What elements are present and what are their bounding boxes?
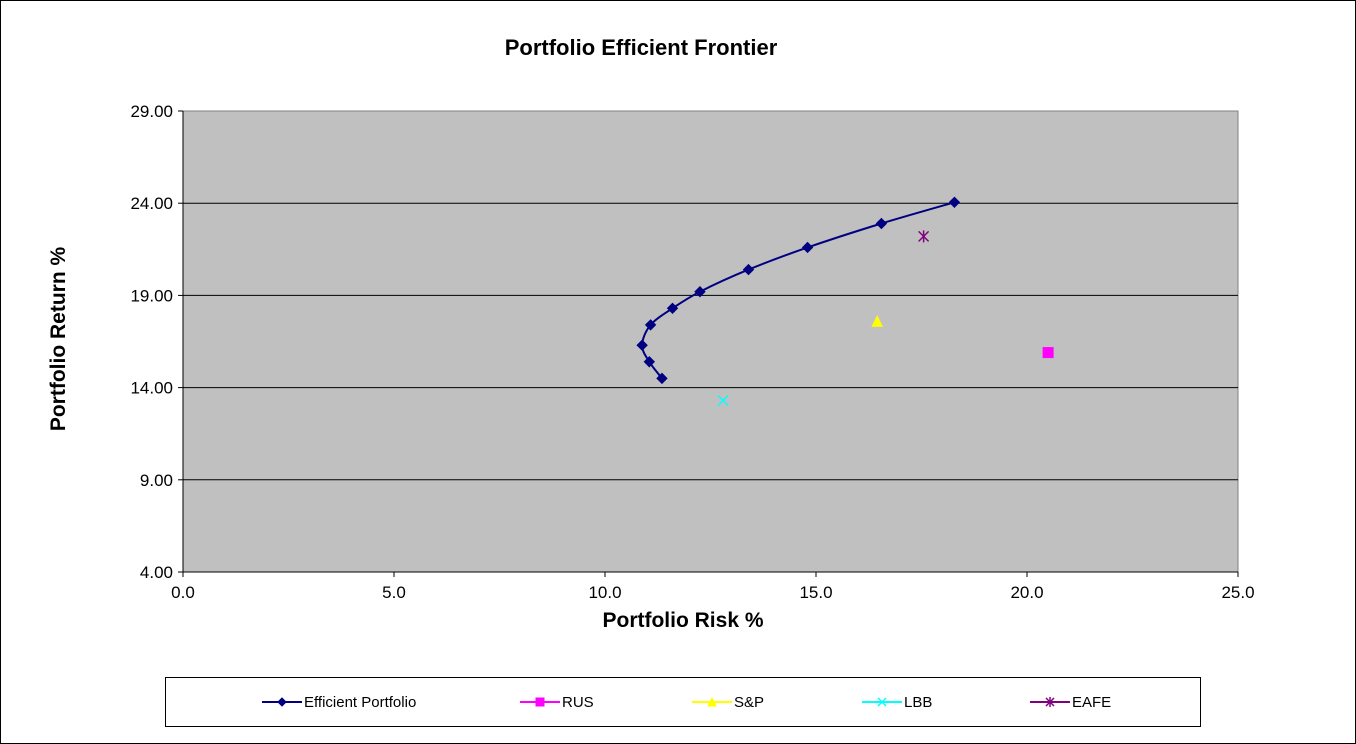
x-tick-label: 25.0 xyxy=(1221,583,1254,602)
data-point-efficient-portfolio xyxy=(656,372,668,385)
data-point-efficient-portfolio xyxy=(948,196,961,208)
legend-swatch-marker xyxy=(1045,697,1055,707)
data-point-rus xyxy=(1042,347,1054,359)
data-point-efficient-portfolio xyxy=(875,217,888,230)
legend-swatch-efficient-portfolio xyxy=(262,697,302,707)
legend-item-lbb: LBB xyxy=(862,678,932,726)
legend-swatch-marker xyxy=(877,697,887,707)
series-efficient-portfolio xyxy=(636,196,961,385)
legend-swatch-rus xyxy=(520,697,560,707)
legend-label: EAFE xyxy=(1072,693,1112,711)
plot-background xyxy=(182,110,1239,573)
data-point-efficient-portfolio xyxy=(636,339,648,351)
legend-item-s-p: S&P xyxy=(692,678,764,726)
legend-swatch-eafe xyxy=(1030,697,1070,707)
marker-stroke xyxy=(717,394,729,407)
y-tick-label: 14.00 xyxy=(130,379,173,398)
y-tick-label: 24.00 xyxy=(130,194,173,213)
series-eafe xyxy=(918,230,930,243)
x-tick-label: 10.0 xyxy=(588,583,621,602)
legend-item-eafe: EAFE xyxy=(1030,678,1111,726)
y-tick-label: 4.00 xyxy=(140,563,173,582)
x-tick-label: 0.0 xyxy=(171,583,195,602)
marker-stroke xyxy=(877,697,887,707)
legend-swatch-lbb xyxy=(862,697,902,707)
data-point-efficient-portfolio xyxy=(694,286,706,298)
legend-label: RUS xyxy=(562,693,594,711)
series-rus xyxy=(1042,347,1054,359)
legend-item-rus: RUS xyxy=(520,678,594,726)
series-lbb xyxy=(717,394,729,407)
data-point-efficient-portfolio xyxy=(666,302,679,315)
y-tick-label: 19.00 xyxy=(130,286,173,305)
data-point-efficient-portfolio xyxy=(644,319,657,331)
data-point-s-p xyxy=(871,315,883,327)
chart-legend: Efficient Portfolio RUS S&P LBB EAFE xyxy=(165,677,1201,727)
data-point-efficient-portfolio xyxy=(643,356,656,368)
legend-label: S&P xyxy=(734,693,765,711)
x-tick-label: 15.0 xyxy=(799,583,832,602)
x-axis-label: Portfolio Risk % xyxy=(602,609,764,632)
series-s-p xyxy=(871,315,883,327)
legend-label: Efficient Portfolio xyxy=(304,693,417,711)
legend-swatch-marker xyxy=(535,697,545,707)
legend-swatch-marker xyxy=(707,696,717,707)
data-point-lbb xyxy=(717,394,729,407)
data-point-efficient-portfolio xyxy=(801,241,814,254)
legend-label: LBB xyxy=(904,693,933,711)
legend-swatch-marker xyxy=(277,697,287,707)
chart-title: Portfolio Efficient Frontier xyxy=(504,35,778,60)
y-tick-label: 29.00 xyxy=(130,102,173,121)
series-line-efficient-portfolio xyxy=(641,201,955,379)
y-tick-label: 9.00 xyxy=(140,471,173,490)
legend-item-efficient-portfolio: Efficient Portfolio xyxy=(262,678,416,726)
data-point-eafe xyxy=(918,230,930,243)
legend-swatch-s-p xyxy=(692,696,732,707)
x-tick-label: 5.0 xyxy=(382,583,406,602)
x-tick-label: 20.0 xyxy=(1010,583,1043,602)
data-point-efficient-portfolio xyxy=(742,263,755,276)
